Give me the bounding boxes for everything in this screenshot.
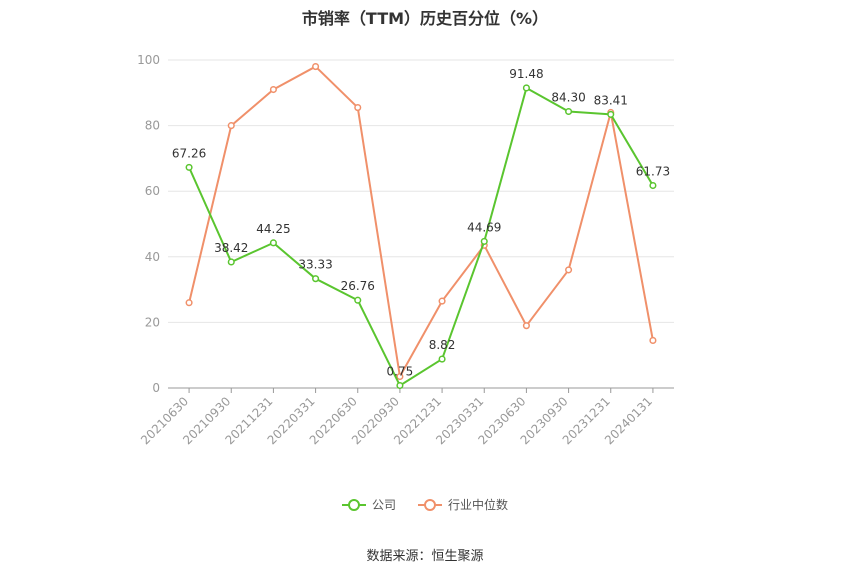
data-label: 83.41 bbox=[594, 93, 628, 107]
series-point-1 bbox=[185, 299, 193, 307]
data-label-layer: 67.26 38.42 44.25 33.33 26.76 0.75 8.82 44.69 91… bbox=[172, 67, 670, 379]
data-label: 38.42 bbox=[214, 241, 248, 255]
data-label: 8.82 bbox=[429, 338, 456, 352]
series-point-0 bbox=[185, 163, 193, 171]
series-point-0 bbox=[480, 237, 488, 245]
data-label: 84.30 bbox=[551, 90, 585, 104]
data-label: 91.48 bbox=[509, 67, 543, 81]
legend-swatch-industry-median bbox=[418, 498, 442, 512]
series-point-0 bbox=[607, 110, 615, 118]
data-label: 26.76 bbox=[341, 279, 375, 293]
legend-item-industry-median[interactable]: 行业中位数 bbox=[418, 496, 508, 513]
series-point-0 bbox=[269, 239, 277, 247]
y-tick-label: 80 bbox=[145, 119, 160, 133]
series-point-1 bbox=[649, 336, 657, 344]
y-tick-label: 0 bbox=[152, 381, 160, 395]
series-layer bbox=[185, 63, 657, 390]
series-point-0 bbox=[565, 107, 573, 116]
series-point-0 bbox=[312, 275, 320, 283]
y-tick-label: 60 bbox=[145, 184, 160, 198]
series-point-0 bbox=[354, 296, 362, 304]
series-line-1 bbox=[188, 65, 654, 378]
source-note: 数据来源：恒生聚源 bbox=[366, 549, 484, 564]
series-point-0 bbox=[438, 355, 446, 363]
series-point-1 bbox=[312, 63, 320, 71]
series-point-0 bbox=[396, 381, 404, 390]
legend-label-industry-median: 行业中位数 bbox=[448, 498, 509, 512]
data-label: 44.25 bbox=[256, 222, 290, 236]
series-point-0 bbox=[227, 258, 235, 266]
y-tick-label: 20 bbox=[145, 315, 160, 329]
series-point-0 bbox=[522, 84, 530, 92]
series-point-0 bbox=[649, 181, 657, 190]
y-tick-label: 100 bbox=[137, 53, 160, 67]
legend-swatch-company bbox=[341, 498, 366, 512]
data-label: 61.73 bbox=[636, 165, 670, 179]
legend-label-company: 公司 bbox=[371, 498, 396, 512]
data-label: 67.26 bbox=[172, 146, 206, 160]
series-point-1 bbox=[565, 266, 573, 274]
series-point-1 bbox=[522, 322, 530, 330]
series-point-1 bbox=[227, 122, 235, 130]
legend: 公司 行业中位数 bbox=[0, 496, 850, 513]
series-line-0 bbox=[188, 86, 654, 387]
data-label: 44.69 bbox=[467, 220, 501, 234]
series-point-1 bbox=[396, 372, 404, 381]
series-point-1 bbox=[438, 297, 446, 305]
series-point-1 bbox=[269, 85, 277, 94]
y-tick-label: 40 bbox=[145, 250, 160, 264]
data-label: 33.33 bbox=[298, 258, 332, 272]
data-label: 0.75 bbox=[387, 365, 414, 379]
chart-title: 市销率（TTM）历史百分位（%） bbox=[301, 9, 549, 28]
legend-item-company[interactable]: 公司 bbox=[341, 496, 396, 513]
series-point-1 bbox=[354, 104, 362, 112]
